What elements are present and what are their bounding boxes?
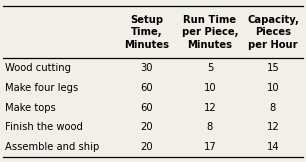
Text: 30: 30	[141, 63, 153, 73]
Text: 10: 10	[267, 83, 279, 93]
Text: 60: 60	[141, 103, 153, 113]
Text: Assemble and ship: Assemble and ship	[5, 142, 99, 152]
Text: Run Time
per Piece,
Minutes: Run Time per Piece, Minutes	[182, 15, 238, 50]
Text: 15: 15	[267, 63, 279, 73]
Text: Capacity,
Pieces
per Hour: Capacity, Pieces per Hour	[247, 15, 299, 50]
Text: 10: 10	[204, 83, 216, 93]
Text: Setup
Time,
Minutes: Setup Time, Minutes	[125, 15, 170, 50]
Text: 14: 14	[267, 142, 279, 152]
Text: 8: 8	[207, 122, 213, 133]
Text: 60: 60	[141, 83, 153, 93]
Text: 5: 5	[207, 63, 213, 73]
Text: 20: 20	[141, 122, 153, 133]
Text: 17: 17	[203, 142, 216, 152]
Text: Make four legs: Make four legs	[5, 83, 78, 93]
Text: 12: 12	[267, 122, 279, 133]
Text: 12: 12	[203, 103, 216, 113]
Text: Make tops: Make tops	[5, 103, 55, 113]
Text: Wood cutting: Wood cutting	[5, 63, 71, 73]
Text: Finish the wood: Finish the wood	[5, 122, 82, 133]
Text: 8: 8	[270, 103, 276, 113]
Text: 20: 20	[141, 142, 153, 152]
